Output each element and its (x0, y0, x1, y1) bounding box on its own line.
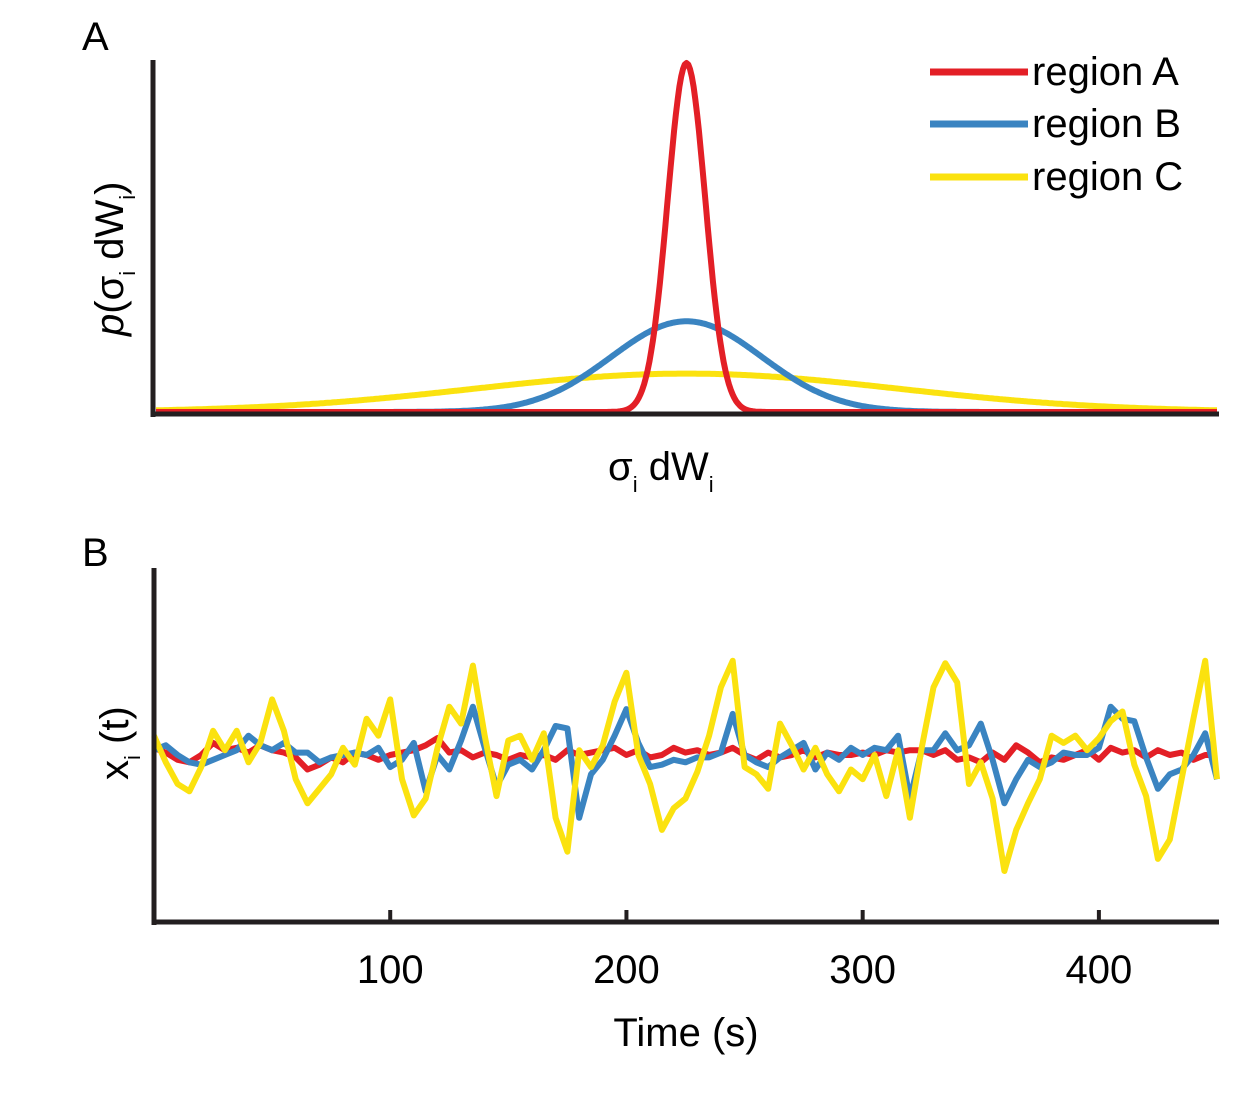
panel-b-y-label: xi (t) (93, 706, 145, 780)
panel-b-x-label: Time (s) (613, 1011, 758, 1055)
panel-b: B 100 200 300 400 Time (s) xi (t) (82, 531, 1220, 1055)
panel-b-ticks: 100 200 300 400 (357, 910, 1132, 992)
panel-a-y-label-close: ) (88, 182, 132, 195)
legend: region A region B region C (930, 50, 1183, 199)
panel-a-y-label: p(σi dWi) (88, 182, 140, 338)
series-line-region-b (154, 318, 1219, 415)
panel-a-x-label-sub1: i (633, 472, 638, 497)
series-line-region-c (154, 370, 1219, 414)
panel-a-y-label-open: (σ (88, 275, 132, 313)
panel-b-y-label-x: x (93, 760, 137, 780)
x-tick-label-300: 300 (829, 948, 896, 992)
legend-label-region-b: region B (1032, 102, 1181, 146)
panel-b-curves (151, 657, 1220, 874)
panel-a-x-label-mid: dW (638, 445, 709, 489)
x-tick-label-400: 400 (1066, 948, 1133, 992)
panel-a-y-label-sub1: i (115, 271, 140, 276)
panel-a-y-label-mid: dW (88, 199, 132, 270)
series-line-region-c (151, 657, 1220, 874)
panel-b-y-label-rest: (t) (93, 706, 137, 755)
panel-a-x-label: σi dWi (608, 445, 714, 497)
panel-a: A σi dWi p(σi dWi) region A region B reg… (82, 15, 1219, 497)
legend-label-region-a: region A (1032, 50, 1179, 94)
panel-a-x-label-sigma: σ (608, 445, 633, 489)
panel-a-y-label-p: p (88, 314, 132, 337)
panel-b-letter: B (82, 531, 109, 575)
panel-b-y-label-sub: i (120, 755, 145, 760)
panel-a-letter: A (82, 15, 109, 59)
legend-label-region-c: region C (1032, 155, 1183, 199)
x-tick-label-100: 100 (357, 948, 424, 992)
series-line-region-b (152, 703, 1220, 821)
x-tick-label-200: 200 (593, 948, 660, 992)
panel-a-y-label-sub2: i (115, 195, 140, 200)
panel-a-x-label-sub2: i (709, 472, 714, 497)
